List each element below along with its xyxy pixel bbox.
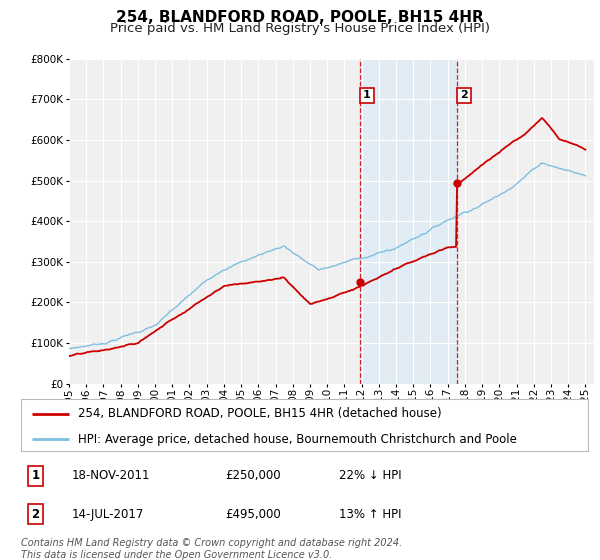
Text: 254, BLANDFORD ROAD, POOLE, BH15 4HR (detached house): 254, BLANDFORD ROAD, POOLE, BH15 4HR (de… (78, 407, 442, 420)
Text: 14-JUL-2017: 14-JUL-2017 (72, 507, 145, 521)
Text: 254, BLANDFORD ROAD, POOLE, BH15 4HR: 254, BLANDFORD ROAD, POOLE, BH15 4HR (116, 10, 484, 25)
Text: 13% ↑ HPI: 13% ↑ HPI (338, 507, 401, 521)
Text: Contains HM Land Registry data © Crown copyright and database right 2024.
This d: Contains HM Land Registry data © Crown c… (21, 538, 402, 560)
Bar (360, 59, 457, 384)
Text: 2: 2 (460, 90, 468, 100)
Text: 22% ↓ HPI: 22% ↓ HPI (338, 469, 401, 483)
Text: 1: 1 (31, 469, 40, 483)
Text: HPI: Average price, detached house, Bournemouth Christchurch and Poole: HPI: Average price, detached house, Bour… (78, 433, 517, 446)
Text: £250,000: £250,000 (225, 469, 281, 483)
Text: 1: 1 (363, 90, 371, 100)
Text: 2: 2 (31, 507, 40, 521)
Text: £495,000: £495,000 (225, 507, 281, 521)
Text: 18-NOV-2011: 18-NOV-2011 (72, 469, 151, 483)
Text: Price paid vs. HM Land Registry's House Price Index (HPI): Price paid vs. HM Land Registry's House … (110, 22, 490, 35)
